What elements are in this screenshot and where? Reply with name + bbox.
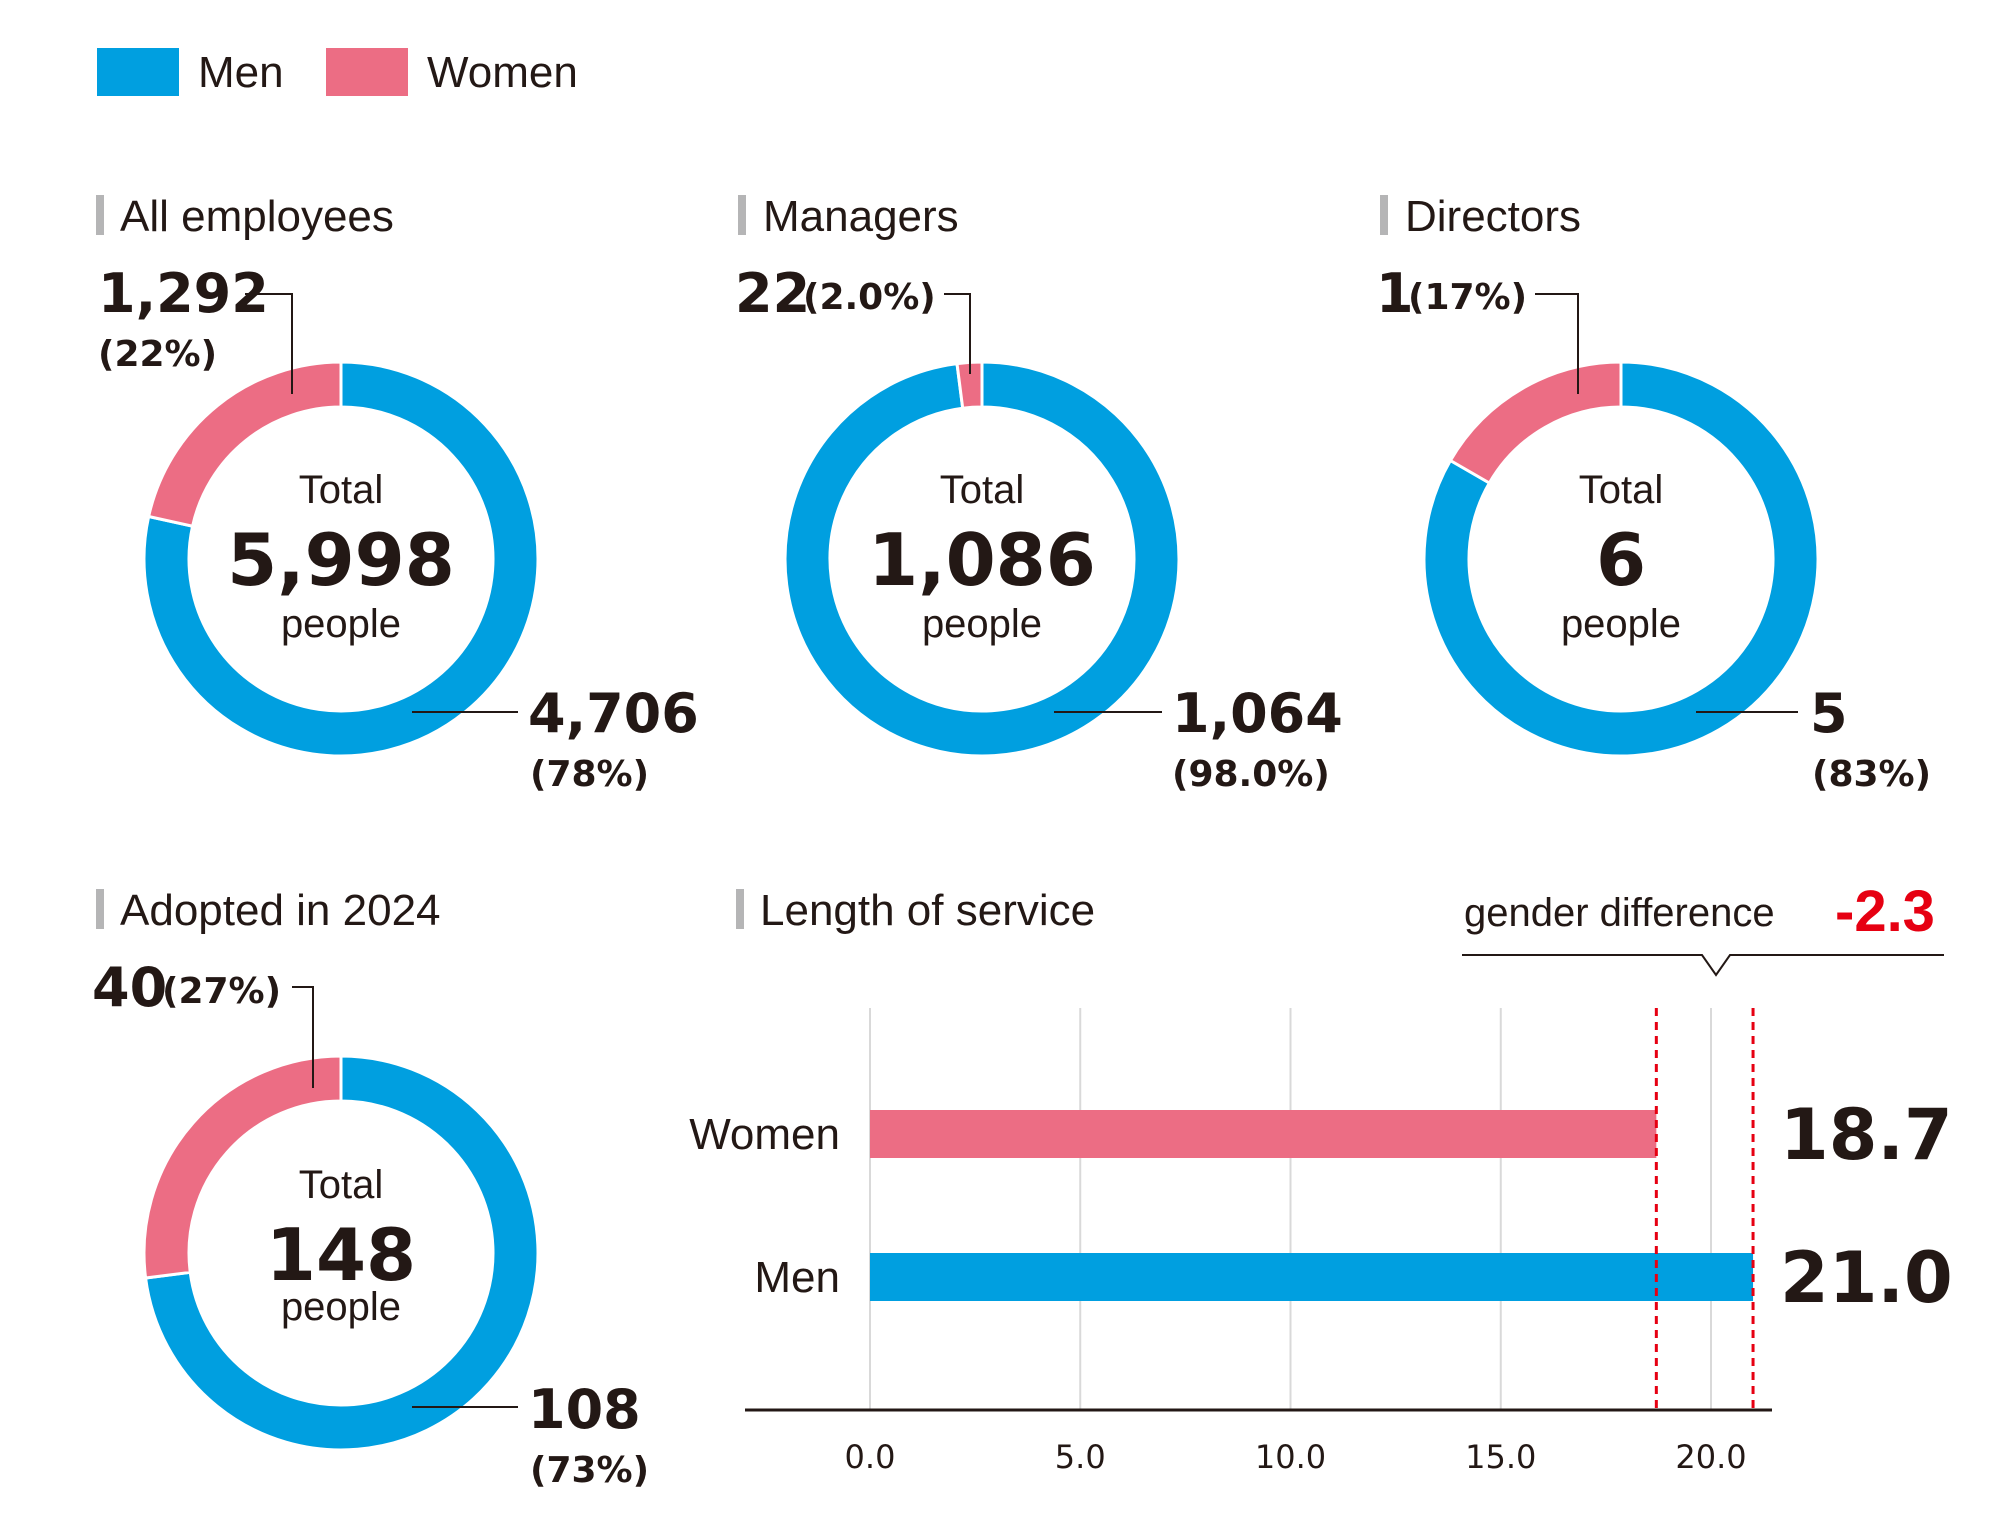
section-marker [96, 195, 104, 235]
men-count: 4,706 [528, 682, 699, 745]
center-total: 1,086 [868, 518, 1096, 602]
leader-line-women [1535, 293, 1579, 394]
gender-difference-annotation: gender difference -2.3 [1462, 879, 1944, 977]
center-unit: people [922, 602, 1042, 646]
section-marker [738, 195, 746, 235]
x-tick-label: 15.0 [1465, 1438, 1536, 1476]
center-total: 5,998 [227, 518, 455, 602]
value-label: 18.7 [1780, 1094, 1953, 1176]
donut-slice-women [1448, 360, 1623, 486]
section-title: Managers [763, 192, 959, 241]
legend-label-women: Women [427, 48, 578, 97]
donut-adopted-2024: Adopted in 2024 Total 148 people 40 (27%… [92, 886, 649, 1491]
leader-line-women [292, 986, 314, 1088]
legend-label-men: Men [198, 48, 284, 97]
legend-swatch-men [97, 48, 179, 96]
x-tick-label: 0.0 [845, 1438, 896, 1476]
category-label: Women [689, 1110, 840, 1159]
annotation-bracket [1462, 954, 1944, 977]
bars [870, 1110, 1754, 1301]
women-pct: (22%) [98, 334, 217, 375]
center-total: 148 [266, 1213, 416, 1297]
center-total: 6 [1596, 518, 1646, 602]
x-tick-labels: 0.0 5.0 10.0 15.0 20.0 [845, 1438, 1747, 1476]
men-count: 1,064 [1172, 682, 1343, 745]
section-marker [1380, 195, 1388, 235]
section-title: Directors [1405, 192, 1581, 241]
donut-slice-men [783, 360, 1181, 758]
x-tick-label: 5.0 [1055, 1438, 1106, 1476]
center-label: Total [299, 1163, 384, 1207]
women-count: 1 [1376, 262, 1414, 325]
center-unit: people [1561, 602, 1681, 646]
women-pct: (17%) [1408, 277, 1527, 318]
men-pct: (78%) [530, 754, 649, 795]
center-label: Total [940, 468, 1025, 512]
donut-slice-women [955, 360, 984, 410]
women-count: 1,292 [98, 262, 269, 325]
section-marker [736, 889, 744, 929]
center-label: Total [299, 468, 384, 512]
donut-slice-men [1422, 360, 1820, 758]
x-tick-label: 10.0 [1255, 1438, 1326, 1476]
value-labels: 18.7 21.0 [1780, 1094, 1953, 1319]
leader-line-women [245, 293, 293, 394]
donut-slice-men [142, 360, 540, 758]
gender-difference-label: gender difference [1464, 891, 1775, 935]
women-count: 22 [735, 262, 810, 325]
section-marker [96, 889, 104, 929]
donut-slice-women [142, 1054, 343, 1280]
leader-line-women [944, 293, 971, 374]
women-pct: (27%) [162, 971, 281, 1012]
difference-guides [1654, 1008, 1755, 1410]
center-unit: people [281, 602, 401, 646]
section-title: Adopted in 2024 [120, 886, 441, 935]
men-pct: (73%) [530, 1450, 649, 1491]
donut-managers: Managers Total 1,086 people 22 (2.0%) 1,… [735, 192, 1343, 795]
women-pct: (2.0%) [803, 277, 936, 318]
legend: Men Women [97, 48, 578, 97]
gender-difference-value: -2.3 [1835, 879, 1935, 944]
center-unit: people [281, 1285, 401, 1329]
bar-men [870, 1253, 1754, 1301]
donut-all-employees: All employees Total 5,998 people 1,292 (… [96, 192, 699, 795]
donut-slice-men [143, 1054, 540, 1452]
category-label: Men [754, 1253, 840, 1302]
x-tick-label: 20.0 [1675, 1438, 1746, 1476]
men-pct: (98.0%) [1172, 754, 1330, 795]
value-label: 21.0 [1780, 1237, 1953, 1319]
men-count: 108 [528, 1378, 641, 1441]
legend-swatch-women [326, 48, 408, 96]
section-title: All employees [120, 192, 394, 241]
section-title: Length of service [760, 886, 1095, 935]
category-labels: Women Men [689, 1110, 840, 1302]
donut-slice-women [146, 360, 343, 529]
center-label: Total [1579, 468, 1664, 512]
grid-lines [869, 1008, 1712, 1410]
bar-women [870, 1110, 1657, 1158]
bar-chart-length-of-service: Length of service 0.0 5.0 10.0 15.0 20.0 Wom… [689, 879, 1953, 1476]
women-count: 40 [92, 956, 167, 1019]
men-pct: (83%) [1812, 754, 1931, 795]
donut-directors: Directors Total 6 people 1 (17%) 5 (83%) [1376, 192, 1931, 795]
men-count: 5 [1810, 682, 1848, 745]
